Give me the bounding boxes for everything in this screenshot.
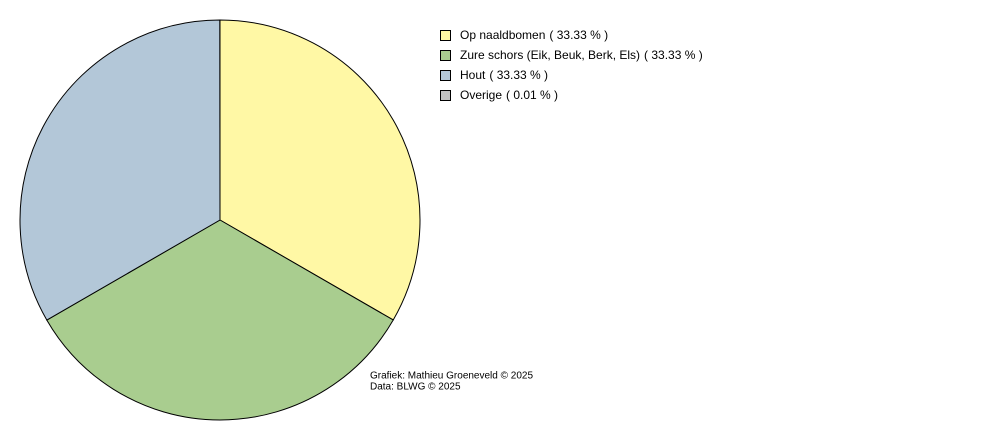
legend-value: ( 0.01 % ) [506,88,558,102]
legend-swatch [440,90,451,101]
legend-swatch [440,70,451,81]
legend-entry: Zure schors (Eik, Beuk, Berk, Els) ( 33.3… [460,48,703,62]
legend-label: Hout [460,68,486,82]
legend-value: ( 33.33 % ) [644,48,703,62]
legend-value: ( 33.33 % ) [549,28,608,42]
pie-slice [46,219,394,421]
legend-entry: Overige ( 0.01 % ) [460,88,558,102]
legend-label: Zure schors (Eik, Beuk, Berk, Els) [460,48,640,62]
pie [19,19,421,421]
legend-entry: Hout( 33.33 % ) [460,68,548,82]
pie-slice [19,19,221,321]
legend-value: ( 33.33 % ) [489,68,548,82]
legend: Op naaldbomen( 33.33 % )Zure schors (Eik… [440,28,703,102]
legend-swatch [440,50,451,61]
credit: Data: BLWG © 2025 [370,382,461,393]
legend-label: Op naaldbomen [460,28,545,42]
legend-swatch [440,30,451,41]
legend-label: Overige [460,88,502,102]
credit: Grafiek: Mathieu Groeneveld © 2025 [370,371,533,382]
pie-slice [219,19,421,321]
legend-entry: Op naaldbomen ( 33.33 % ) [460,28,608,42]
